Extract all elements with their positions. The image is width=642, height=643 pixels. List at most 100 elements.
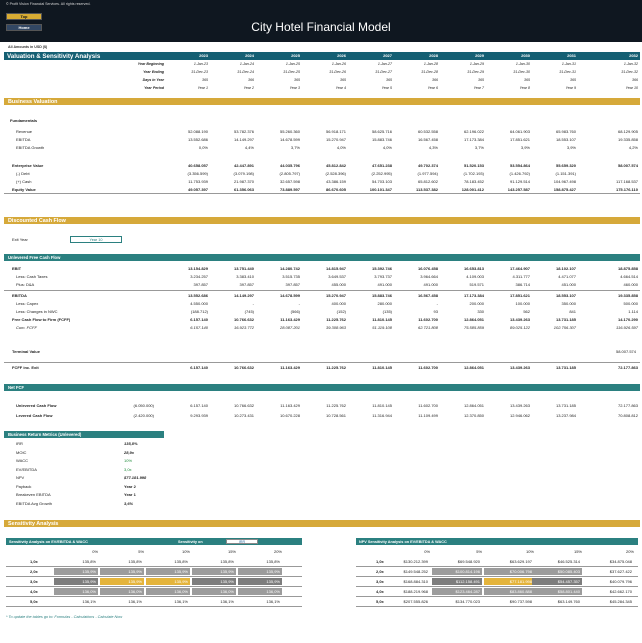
value-cell: 78.183.452 <box>463 179 484 184</box>
row-label: Free Cash Flow to Firm (FCFF) <box>12 317 71 322</box>
value-cell: 11.810.145 <box>372 317 392 322</box>
footnote: * To update the tables go to: Formulas -… <box>6 615 123 619</box>
period-value: 1-Jan-27 <box>377 62 392 66</box>
year-label: 2028 <box>429 53 438 58</box>
value-cell: 53.782.376 <box>233 129 254 134</box>
metric-label: Breakeven EBITDA <box>16 492 51 497</box>
period-value: 365 <box>202 78 208 82</box>
value-cell: 65.983.760 <box>555 129 576 134</box>
value-cell: 3.649.537 <box>328 274 346 279</box>
value-cell: 16.076.458 <box>417 266 438 271</box>
value-cell: 75.585.859 <box>463 325 484 330</box>
sens-row-label: 1,0x <box>30 559 38 564</box>
value-cell: 72.177.863 <box>617 365 638 370</box>
value-cell: 102.756.307 <box>553 325 576 330</box>
sens-left-cell: 136,0% <box>192 588 236 595</box>
value-cell: 491.000 <box>423 282 438 287</box>
value-cell: 11.225.762 <box>326 403 346 408</box>
period-value: 1-Jan-32 <box>623 62 638 66</box>
sens-left-cell: 135,9% <box>54 568 98 575</box>
value-cell: 100.101.347 <box>369 187 392 192</box>
value-cell: (745) <box>244 309 254 314</box>
sens-right-cell: $70.006.798 <box>484 568 534 575</box>
value-cell: 68.129.905 <box>617 129 638 134</box>
value-cell: 519.571 <box>469 282 484 287</box>
value-cell: - <box>252 301 254 306</box>
metric-value: 3,0x <box>124 466 132 472</box>
value-cell: 51.119.108 <box>372 325 392 330</box>
value-cell: 10.728.561 <box>325 413 346 418</box>
row-label: EBITDA Growth <box>16 145 45 150</box>
period-value: 1-Jan-31 <box>561 62 576 66</box>
value-cell: 500.000 <box>623 301 638 306</box>
header-bar: © Profit Vision Financial Services. All … <box>0 0 642 42</box>
sens-left-cell: 135,9% <box>238 578 282 585</box>
value-cell: 15.883.746 <box>371 293 392 298</box>
value-cell: 70.808.812 <box>617 413 638 418</box>
row-label: Less: Capex <box>16 301 39 306</box>
value-cell: 3.964.664 <box>420 274 438 279</box>
value-cell: 128.001.412 <box>461 187 484 192</box>
row-label: EBITDA <box>12 293 27 298</box>
metric-label: MOIC <box>16 449 27 455</box>
exit-year-input[interactable]: Year 10 <box>70 236 122 243</box>
metric-label: EBITDA Avg Growth <box>16 500 52 506</box>
sens-right-cell: $42.662.170 <box>609 589 632 594</box>
value-cell: 10.766.632 <box>233 403 254 408</box>
period-label: Year Period <box>144 86 164 90</box>
value-cell: 117.168.537 <box>616 179 638 184</box>
period-value: 31-Dec-32 <box>621 70 638 74</box>
value-cell: (1.977.594) <box>417 171 438 176</box>
value-cell: 13.237.984 <box>555 413 576 418</box>
value-cell: 3,9% <box>520 145 530 150</box>
home-button[interactable]: Home <box>6 24 42 31</box>
value-cell: 15.270.947 <box>325 293 346 298</box>
sens-right-cell: $58.801.440 <box>532 588 582 595</box>
value-cell: 11.163.429 <box>280 317 300 322</box>
terminal-value: 58.007.574 <box>615 349 636 354</box>
value-cell: 6.157.140 <box>190 325 208 330</box>
period-value: 365 <box>570 78 576 82</box>
period-value: Year 1 <box>197 86 208 90</box>
row-label: Unlevered Cash Flow <box>16 403 57 408</box>
sens-right-cell: $37.627.422 <box>609 569 632 574</box>
top-button[interactable]: Top <box>6 13 42 20</box>
sensitivity-title: Sensitivity Analysis <box>4 520 640 527</box>
value-cell: 43.386.159 <box>325 179 346 184</box>
value-cell: 49.702.374 <box>417 163 438 168</box>
sens-left-cell: 135,9% <box>192 568 236 575</box>
value-cell: 47.651.238 <box>371 163 392 168</box>
metric-value: 3,6% <box>124 500 134 506</box>
right-sensitivity-title: NPV Sensitivity Analysis on EV/EBITDA & … <box>356 538 638 545</box>
metric-label: Payback <box>16 483 32 489</box>
sens-col-header: 15% <box>573 549 582 554</box>
sensitivity-selector[interactable]: IRR <box>226 539 258 544</box>
value-cell: 17.851.621 <box>509 137 530 142</box>
period-value: 31-Dec-24 <box>237 70 254 74</box>
sens-col-header: 0% <box>424 549 430 554</box>
sens-right-cell: $134.770.023 <box>455 599 480 604</box>
value-cell: 3,7% <box>474 145 484 150</box>
value-cell: 73.889.597 <box>279 187 300 192</box>
ufcf-title: Unlevered Free Cash Flow <box>4 254 640 261</box>
value-cell: (3.079.198) <box>233 171 254 176</box>
period-value: 31-Dec-28 <box>421 70 438 74</box>
value-cell: 4,3% <box>428 145 438 150</box>
period-value: 366 <box>432 78 438 82</box>
value-cell: 40.658.057 <box>187 163 208 168</box>
sens-left-cell: 136,1% <box>82 599 96 604</box>
value-cell: 10.670.228 <box>279 413 300 418</box>
row-label: (+) Cash <box>16 179 32 184</box>
initial-cell: (2.420.000) <box>133 413 154 418</box>
value-cell: 4.311.777 <box>512 274 531 279</box>
value-cell: 116.926.597 <box>616 325 638 330</box>
value-cell: 11.163.429 <box>280 365 300 370</box>
value-cell: 56.918.171 <box>325 129 346 134</box>
period-value: 1-Jan-26 <box>331 62 346 66</box>
sens-left-cell: 135,9% <box>100 568 144 575</box>
value-cell: 19.335.858 <box>617 293 638 298</box>
sens-row-label: 5,0x <box>376 599 384 604</box>
value-cell: 13.154.829 <box>187 266 208 271</box>
value-cell: 17.173.384 <box>463 137 484 142</box>
value-cell: 32.657.598 <box>279 179 300 184</box>
